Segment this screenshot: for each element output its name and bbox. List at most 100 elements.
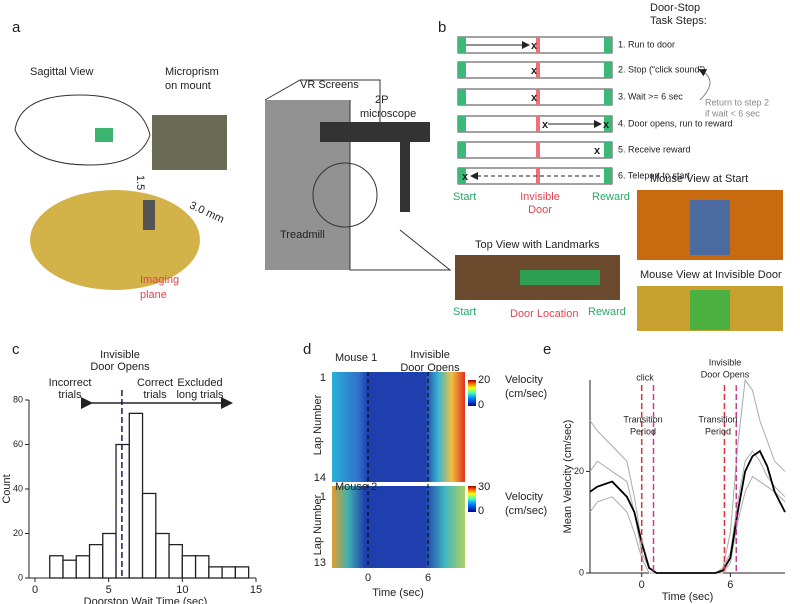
door <box>536 168 540 184</box>
label: VR Screens <box>300 79 359 91</box>
y-tick-label: 60 <box>13 439 23 449</box>
series-line <box>589 449 786 574</box>
annotation: Correct <box>137 377 173 389</box>
prism-site <box>95 128 113 142</box>
position-mark: x <box>531 65 538 77</box>
axis-label: Lap Number <box>312 394 324 455</box>
label: Reward <box>588 306 626 318</box>
reward-zone <box>604 62 612 78</box>
axis-label: Time (sec) <box>372 587 424 599</box>
y-tick-label: 0 <box>18 572 23 582</box>
label: Mouse View at Invisible Door <box>640 269 782 281</box>
annotation: Period <box>630 426 656 436</box>
step-text: 6. Teleport to start <box>618 170 690 180</box>
annotation: Incorrect <box>49 377 92 389</box>
bar <box>194 555 210 579</box>
tick-label: 14 <box>314 472 326 484</box>
tick-label: 0 <box>478 399 484 411</box>
panel-label: b <box>438 19 446 36</box>
colorbar <box>468 486 476 512</box>
brain-outline <box>14 94 151 166</box>
reward-zone <box>604 37 612 53</box>
label: Velocity <box>505 374 543 386</box>
door <box>536 89 540 105</box>
label: Mouse 1 <box>335 352 377 364</box>
label: Invisible <box>410 349 450 361</box>
start-zone <box>458 62 466 78</box>
x-tick-label: 10 <box>176 584 188 596</box>
label: Sagittal View <box>30 66 93 78</box>
y-axis-label: Count <box>1 474 13 503</box>
annotation: Transition <box>623 414 662 424</box>
tick-label: 20 <box>478 374 490 386</box>
heatmap-image <box>332 372 465 482</box>
panel-e: e <box>543 341 551 358</box>
loop-arrow <box>698 69 711 101</box>
annotation: click <box>636 372 654 382</box>
step-text: 5. Receive reward <box>618 144 691 154</box>
bar <box>102 532 117 579</box>
x-tick-label: 5 <box>106 584 112 596</box>
mouse-view-image <box>690 290 730 330</box>
bar <box>234 566 250 579</box>
position-mark: x <box>531 40 538 52</box>
tick-label: 0 <box>478 505 484 517</box>
note: Return to step 2 <box>705 97 769 107</box>
reward-zone <box>604 168 612 184</box>
label: Door Opens <box>400 362 460 374</box>
bar <box>128 412 144 579</box>
label: Start <box>453 306 476 318</box>
corridor <box>457 141 613 159</box>
annotation: long trials <box>176 389 224 401</box>
annotation: trials <box>143 389 167 401</box>
label: Velocity <box>505 491 543 503</box>
y-tick-label: 20 <box>13 528 23 538</box>
label: plane <box>140 289 167 301</box>
panel-label: e <box>543 341 551 358</box>
annotation: Period <box>705 426 731 436</box>
start-zone <box>458 116 466 132</box>
label: microscope <box>360 108 416 120</box>
y-tick-label: 20 <box>574 466 584 476</box>
label: 2P <box>375 94 388 106</box>
position-mark: x <box>462 171 469 183</box>
panel-label: d <box>303 341 311 358</box>
bar <box>75 555 91 579</box>
bar <box>155 532 170 579</box>
label: Imaging <box>140 274 179 286</box>
prism-photo <box>152 115 227 170</box>
bar <box>62 559 77 579</box>
tick-label: 6 <box>425 572 431 584</box>
step-text: 3. Wait >= 6 sec <box>618 91 683 101</box>
label: Door <box>528 204 552 216</box>
label: Start <box>453 191 476 203</box>
label: Door Location <box>510 308 579 320</box>
label: Invisible <box>520 191 560 203</box>
label: Task Steps: <box>650 15 707 27</box>
door <box>536 62 540 78</box>
annotation: Invisible <box>100 349 140 361</box>
bar <box>208 566 223 579</box>
panel-a: a Sagittal View Microprism on mount 1.5 … <box>12 19 452 301</box>
reward-zone <box>604 142 612 158</box>
tick-label: 1 <box>320 491 326 503</box>
tick-label: 13 <box>314 557 326 569</box>
start-zone <box>458 142 466 158</box>
annotation: Invisible <box>709 357 742 367</box>
reward-zone <box>604 89 612 105</box>
x-axis-label: Time (sec) <box>662 591 714 603</box>
door <box>536 116 540 132</box>
axis-label: Lap Number <box>312 494 324 555</box>
label: Mouse View at Start <box>650 173 748 185</box>
x-tick-label: 0 <box>639 579 645 591</box>
colorbar <box>468 380 476 406</box>
annotation: Excluded <box>177 377 222 389</box>
tick-label: 30 <box>478 481 490 493</box>
start-zone <box>458 89 466 105</box>
tick-label: 1 <box>320 372 326 384</box>
panel-b: b Door-Stop Task Steps: Return to step 2… <box>438 2 783 331</box>
x-axis-label: Doorstop Wait Time (sec) <box>84 596 208 604</box>
series-line <box>589 450 786 574</box>
annotation: Transition <box>698 414 737 424</box>
